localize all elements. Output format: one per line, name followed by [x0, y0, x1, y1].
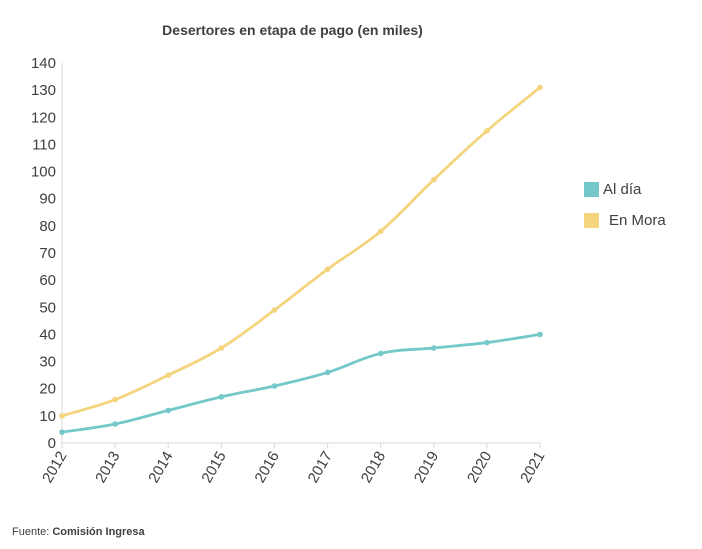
x-tick-label: 2013 — [92, 449, 123, 486]
y-tick-label: 90 — [39, 191, 56, 208]
legend-label-al-dia: Al día — [603, 181, 642, 198]
legend-item-en-mora: En Mora — [584, 205, 666, 236]
data-point-al-d-a — [537, 331, 543, 338]
data-point-al-d-a — [377, 350, 384, 357]
legend-swatch-al-dia — [584, 182, 599, 197]
x-tick-label: 2017 — [305, 449, 336, 486]
y-tick-label: 120 — [31, 109, 56, 126]
data-point-en-mora — [537, 84, 543, 91]
series-lines — [59, 84, 543, 435]
axes — [61, 63, 540, 444]
y-tick-label: 70 — [39, 245, 56, 262]
y-tick-label: 30 — [39, 354, 56, 371]
y-tick-label: 50 — [39, 299, 56, 316]
data-point-en-mora — [112, 396, 118, 403]
x-tick-label: 2019 — [411, 449, 442, 486]
legend-swatch-en-mora — [584, 213, 599, 228]
data-point-al-d-a — [165, 407, 172, 414]
series-line-en-mora — [60, 86, 542, 418]
data-point-al-d-a — [59, 429, 65, 435]
source-note: Fuente: Comisión Ingresa — [12, 526, 145, 538]
y-tick-label: 80 — [39, 218, 56, 235]
y-tick-label: 60 — [39, 272, 56, 289]
x-tick-label: 2020 — [464, 449, 495, 486]
data-point-al-d-a — [484, 339, 490, 346]
y-tick-label: 140 — [31, 55, 56, 72]
data-point-al-d-a — [218, 394, 225, 400]
data-point-en-mora — [165, 372, 172, 378]
source-name: Comisión Ingresa — [52, 526, 145, 538]
data-point-en-mora — [324, 266, 331, 273]
y-tick-label: 0 — [48, 435, 56, 452]
x-tick-label: 2014 — [145, 449, 176, 486]
data-point-al-d-a — [430, 345, 437, 351]
x-axis-ticks: 2012 2013 2014 2015 2016 2017 2018 2019 2020 2021 — [39, 443, 548, 486]
y-tick-label: 20 — [39, 381, 56, 398]
y-tick-label: 110 — [32, 136, 56, 153]
y-tick-label: 130 — [31, 82, 56, 99]
x-tick-label: 2016 — [251, 449, 282, 486]
chart-title: Desertores en etapa de pago (en miles) — [162, 22, 423, 38]
data-point-en-mora — [430, 176, 437, 183]
series-line-al-d-a — [60, 333, 542, 434]
y-tick-label: 10 — [39, 408, 56, 425]
data-point-en-mora — [377, 228, 384, 235]
source-prefix: Fuente: — [12, 526, 53, 538]
data-point-al-d-a — [271, 383, 278, 389]
legend-label-en-mora: En Mora — [609, 212, 666, 229]
x-tick-label: 2012 — [39, 449, 70, 486]
data-point-al-d-a — [112, 421, 118, 427]
legend: Al día En Mora — [584, 174, 666, 236]
data-point-en-mora — [218, 345, 225, 351]
data-point-en-mora — [484, 128, 490, 134]
x-tick-label: 2021 — [517, 449, 548, 486]
x-tick-label: 2015 — [198, 449, 229, 486]
x-tick-label: 2018 — [358, 449, 389, 486]
legend-item-al-dia: Al día — [584, 174, 666, 205]
y-tick-label: 40 — [39, 326, 56, 343]
data-point-en-mora — [59, 413, 65, 419]
data-point-en-mora — [271, 307, 278, 313]
y-tick-label: 100 — [31, 164, 56, 181]
data-point-al-d-a — [324, 369, 331, 376]
y-axis-ticks: 0 10 20 30 40 50 60 70 80 90 100 110 120 130 140 — [31, 55, 56, 452]
